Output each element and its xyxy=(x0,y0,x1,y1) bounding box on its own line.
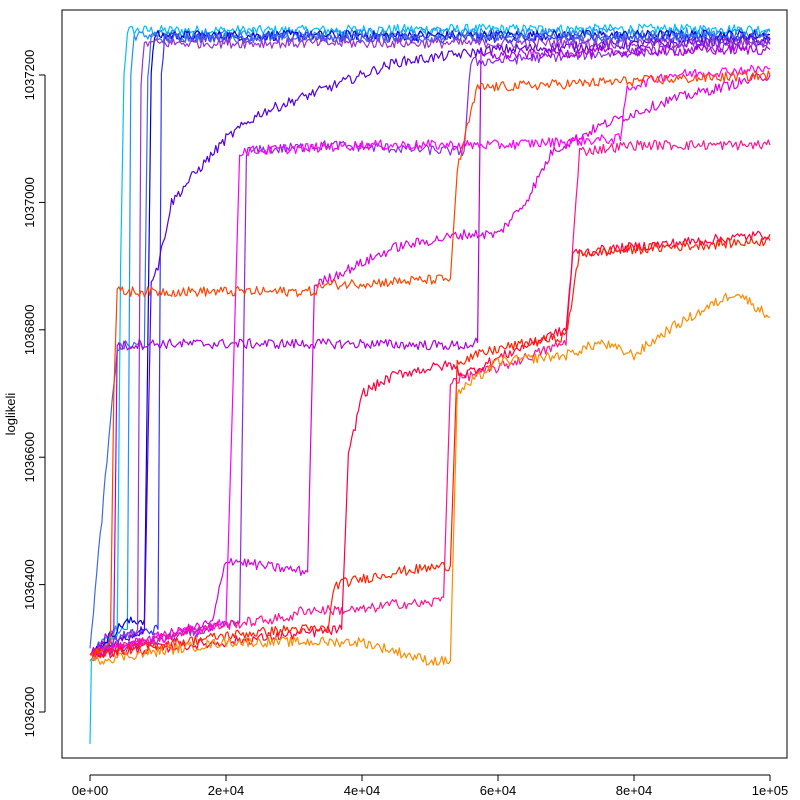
plot-frame xyxy=(61,9,788,759)
series-line-13 xyxy=(89,230,771,660)
x-tick-label: 8e+04 xyxy=(616,783,653,798)
series-line-5 xyxy=(89,31,771,649)
series-line-14 xyxy=(89,236,771,660)
y-tick-label: 1036400 xyxy=(22,559,37,610)
x-tick-label: 2e+04 xyxy=(208,783,245,798)
x-axis: 0e+00 2e+04 4e+04 6e+04 8e+04 1e+05 xyxy=(72,774,789,798)
series-layer xyxy=(89,23,771,744)
y-axis: 1036200 1036400 1036600 1036800 1037000 10372… xyxy=(22,50,46,738)
series-line-7 xyxy=(89,39,771,656)
series-line-16 xyxy=(89,292,771,666)
x-tick-label: 6e+04 xyxy=(480,783,517,798)
y-tick-label: 1036800 xyxy=(22,304,37,355)
series-line-15 xyxy=(89,70,771,658)
y-tick-label: 1037000 xyxy=(22,177,37,228)
series-line-10 xyxy=(89,73,771,658)
x-tick-label: 4e+04 xyxy=(344,783,381,798)
y-tick-label: 1036600 xyxy=(22,432,37,483)
series-line-9 xyxy=(89,44,771,656)
series-line-12 xyxy=(89,139,771,657)
y-tick-label: 1036200 xyxy=(22,687,37,738)
x-tick-label: 1e+05 xyxy=(752,783,789,798)
series-line-8 xyxy=(89,37,771,657)
y-tick-label: 1037200 xyxy=(22,50,37,101)
y-axis-label: loglikeli xyxy=(3,393,18,436)
x-tick-label: 0e+00 xyxy=(72,783,109,798)
